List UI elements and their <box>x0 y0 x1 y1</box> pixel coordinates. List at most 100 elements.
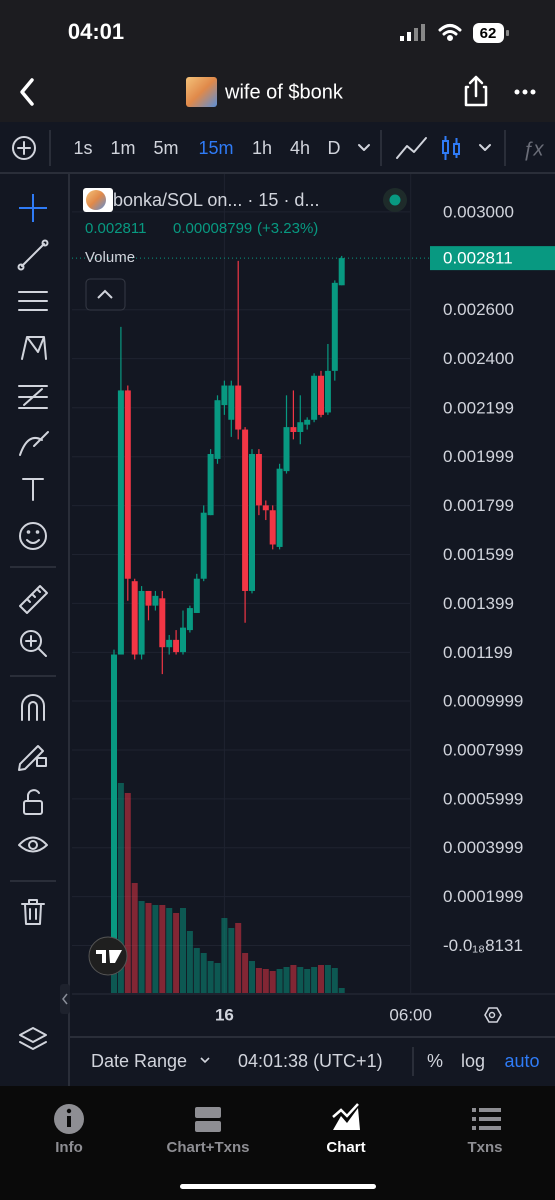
date-range-button[interactable]: Date Range <box>91 1051 187 1071</box>
tv-logo-mark <box>96 950 122 963</box>
delete-tool[interactable] <box>21 899 45 925</box>
timeframe-dropdown[interactable] <box>358 144 370 151</box>
volume-bar <box>124 793 131 993</box>
y-tick-label: 0.001399 <box>443 594 514 613</box>
x-tick-label: 16 <box>215 1005 234 1024</box>
candle-body <box>131 581 138 655</box>
candle-body <box>255 454 262 506</box>
add-button[interactable] <box>12 136 36 160</box>
candle-body <box>221 385 228 406</box>
layers-button[interactable] <box>19 1027 47 1050</box>
chart-type-dropdown[interactable] <box>479 144 491 151</box>
volume-bar <box>276 969 283 993</box>
auto-toggle[interactable]: auto <box>504 1051 539 1071</box>
candle-body <box>324 370 331 413</box>
volume-bar <box>200 953 207 993</box>
x-tick-label: 06:00 <box>389 1005 432 1024</box>
candle-body <box>186 608 193 631</box>
crosshair-tool[interactable] <box>19 194 47 222</box>
last-price-label: 0.002811 <box>443 249 513 268</box>
back-button[interactable] <box>20 78 34 106</box>
volume-bar <box>131 883 138 993</box>
volume-pane <box>111 783 345 993</box>
collapse-chevron <box>62 993 68 1005</box>
battery-nub <box>506 30 509 36</box>
candle-body <box>145 590 152 606</box>
token-avatar <box>186 77 217 107</box>
text-tool[interactable] <box>22 478 44 501</box>
volume-bar <box>221 918 228 993</box>
candle-body <box>159 598 166 648</box>
fib-tool[interactable] <box>18 385 48 409</box>
candle-chart-button[interactable] <box>442 136 460 160</box>
candle-body <box>111 654 117 944</box>
last-price-badge <box>430 246 555 271</box>
more-button[interactable] <box>514 89 536 95</box>
axis-settings-dot <box>488 1011 496 1019</box>
legend-change: 0.00008799 <box>173 220 252 237</box>
volume-bar <box>117 783 124 993</box>
timeframe[interactable]: 1m <box>110 138 135 158</box>
visibility-tool[interactable] <box>18 836 48 853</box>
line-chart-button[interactable] <box>396 137 427 159</box>
emoji-tool[interactable] <box>19 522 47 550</box>
timeframe[interactable]: D <box>328 138 341 158</box>
date-range-chevron <box>200 1057 210 1064</box>
legend-collapse[interactable] <box>85 278 126 311</box>
percent-toggle[interactable]: % <box>427 1051 443 1071</box>
candle-body <box>193 578 200 613</box>
axis-settings[interactable] <box>484 1007 502 1023</box>
volume-bar <box>214 963 221 993</box>
trendline-tool[interactable] <box>17 239 49 271</box>
y-tick-label: 0.0003999 <box>443 838 523 857</box>
timeframe[interactable]: 1s <box>73 138 92 158</box>
y-tick-label: 0.002199 <box>443 398 514 417</box>
tv-logo <box>88 936 128 976</box>
brush-tool[interactable] <box>19 431 49 456</box>
legend-collapse-chevron <box>97 289 113 299</box>
timeframe-active[interactable]: 15m <box>198 138 233 158</box>
magnet-tool[interactable] <box>21 694 45 721</box>
log-toggle[interactable]: log <box>461 1051 485 1071</box>
volume-bar <box>159 905 166 993</box>
volume-bar <box>242 953 249 993</box>
timeframe[interactable]: 4h <box>290 138 310 158</box>
timeframe[interactable]: 5m <box>153 138 178 158</box>
tab-label[interactable]: Chart+Txns <box>167 1139 250 1156</box>
volume-bar <box>318 965 324 993</box>
tab-bar <box>0 1086 555 1200</box>
volume-bar <box>180 908 186 993</box>
status-time: 04:01 <box>68 19 124 44</box>
timeframe[interactable]: 1h <box>252 138 272 158</box>
volume-bar <box>193 948 200 993</box>
candle-body <box>290 427 297 433</box>
tab-label[interactable]: Txns <box>467 1139 502 1156</box>
pattern-tool[interactable] <box>21 336 47 360</box>
y-tick-label: 0.0001999 <box>443 887 523 906</box>
ruler-tool[interactable] <box>19 585 48 614</box>
zoom-tool[interactable] <box>20 630 47 657</box>
volume-bar <box>152 905 159 993</box>
y-tick-label: 0.001999 <box>443 447 514 466</box>
lock-drawings-tool[interactable] <box>18 745 47 771</box>
y-tick-label: -0.0₁₈8131 <box>443 936 523 955</box>
volume-bar <box>173 913 180 993</box>
volume-bar <box>304 969 311 993</box>
unlock-tool[interactable] <box>23 789 43 815</box>
legend-title: bonka/SOL on... · 15 · d... <box>113 190 319 210</box>
candle-body <box>242 429 249 591</box>
tab-label[interactable]: Info <box>55 1139 83 1156</box>
share-button[interactable] <box>464 75 488 107</box>
volume-bar <box>138 901 145 993</box>
indicators-button[interactable]: ƒx <box>522 138 544 160</box>
volume-bar <box>324 965 331 993</box>
candle-body <box>152 595 159 606</box>
candle-body <box>304 419 311 425</box>
tab-label-active[interactable]: Chart <box>326 1139 365 1156</box>
toolbar-collapse[interactable] <box>60 984 70 1014</box>
y-tick-label: 0.0005999 <box>443 789 523 808</box>
chart-icon <box>332 1103 360 1130</box>
channel-tool[interactable] <box>18 291 48 311</box>
chart-txns-icon <box>195 1107 221 1132</box>
signal-icon <box>400 24 425 41</box>
